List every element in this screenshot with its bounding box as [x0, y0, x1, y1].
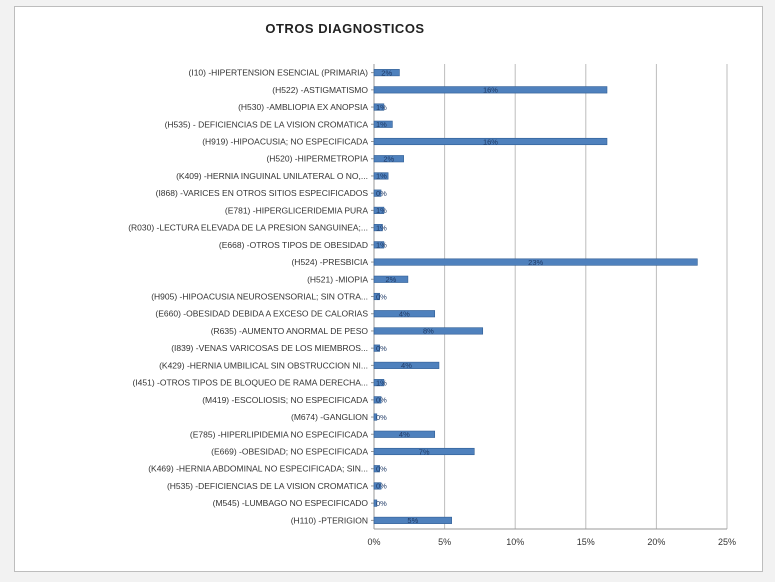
- category-label: (R635) -AUMENTO ANORMAL DE PESO: [211, 326, 369, 336]
- category-label: (H522) -ASTIGMATISMO: [272, 85, 368, 95]
- data-label: 2%: [383, 155, 394, 164]
- axis-tick-labels: 0% 5% 10% 15% 20% 25%: [367, 537, 736, 547]
- category-label: (K409) -HERNIA INGUINAL UNILATERAL O NO,…: [176, 171, 368, 181]
- data-label: 0%: [376, 413, 387, 422]
- category-labels: (I10) -HIPERTENSION ESENCIAL (PRIMARIA) (…: [128, 68, 368, 526]
- bar: [373, 516, 452, 524]
- category-label: (I868) -VARICES EN OTROS SITIOS ESPECIFI…: [156, 188, 369, 198]
- category-label: (H110) -PTERIGION: [291, 515, 368, 525]
- bar: [373, 103, 385, 111]
- bar: [373, 430, 436, 438]
- x-tick-label: 15%: [577, 537, 595, 547]
- x-tick-label: 10%: [506, 537, 524, 547]
- category-label: (M419) -ESCOLIOSIS; NO ESPECIFICADA: [202, 395, 368, 405]
- bar: [373, 155, 404, 163]
- data-label: 4%: [401, 361, 412, 370]
- bar: [373, 499, 378, 507]
- bar: [373, 275, 409, 283]
- x-tick-label: 20%: [647, 537, 665, 547]
- data-label: 1%: [376, 206, 387, 215]
- bar: [373, 69, 400, 77]
- gridlines: [371, 64, 728, 530]
- data-label: 0%: [376, 465, 387, 474]
- data-label: 8%: [423, 327, 434, 336]
- bar: [373, 292, 380, 301]
- bar: [373, 86, 608, 94]
- bar: [373, 172, 389, 180]
- data-label: 0%: [376, 344, 387, 353]
- data-label: 1%: [376, 223, 387, 232]
- bar: [373, 379, 385, 387]
- data-label: 2%: [381, 68, 392, 77]
- chart-frame: OTROS DIAGNOSTICOS: [14, 6, 763, 572]
- bars: [373, 69, 698, 524]
- category-label: (R030) -LECTURA ELEVADA DE LA PRESION SA…: [128, 223, 368, 233]
- category-label: (H919) -HIPOACUSIA; NO ESPECIFICADA: [202, 137, 368, 147]
- bar: [373, 137, 608, 146]
- bar: [373, 344, 380, 352]
- data-label: 0%: [376, 292, 387, 301]
- data-label: 0%: [376, 189, 387, 198]
- data-label: 1%: [376, 172, 387, 181]
- bar: [373, 465, 380, 473]
- data-label: 1%: [376, 120, 387, 129]
- data-label: 7%: [419, 447, 430, 456]
- x-tick-label: 25%: [718, 537, 736, 547]
- bar: [373, 224, 383, 232]
- data-label: 1%: [376, 378, 387, 387]
- bar: [373, 327, 484, 335]
- category-label: (I451) -OTROS TIPOS DE BLOQUEO DE RAMA D…: [132, 378, 368, 388]
- data-label: 0%: [376, 396, 387, 405]
- data-label: 16%: [483, 86, 498, 95]
- category-label: (E668) -OTROS TIPOS DE OBESIDAD: [219, 240, 368, 250]
- category-label: (K469) -HERNIA ABDOMINAL NO ESPECIFICADA…: [148, 464, 368, 474]
- category-label: (H524) -PRESBICIA: [291, 257, 368, 267]
- category-label: (K429) -HERNIA UMBILICAL SIN OBSTRUCCION…: [159, 360, 368, 370]
- category-label: (M545) -LUMBAGO NO ESPECIFICADO: [213, 498, 369, 508]
- bar: [373, 258, 698, 266]
- bar: [373, 310, 436, 318]
- data-label: 1%: [376, 103, 387, 112]
- data-label: 23%: [528, 258, 543, 267]
- bar: [373, 482, 382, 490]
- data-label: 0%: [376, 499, 387, 508]
- data-labels: 2% 16% 1% 1% 16% 2% 1% 0% 1% 1% 1% 23% 2% 0% 4% 8% 0% 4% 1…: [376, 68, 544, 525]
- category-label: (H905) -HIPOACUSIA NEUROSENSORIAL; SIN O…: [151, 292, 368, 302]
- category-label: (H535) - DEFICIENCIAS DE LA VISION CROMA…: [165, 119, 369, 129]
- data-label: 16%: [483, 137, 498, 146]
- data-label: 2%: [386, 275, 397, 284]
- bar: [373, 206, 385, 214]
- category-label: (H535) -DEFICIENCIAS DE LA VISION CROMAT…: [167, 481, 368, 491]
- bar: [373, 396, 382, 404]
- category-label: (E669) -OBESIDAD; NO ESPECIFICADA: [211, 447, 368, 457]
- x-tick-label: 0%: [367, 537, 380, 547]
- bar: [373, 447, 475, 456]
- bar: [373, 120, 393, 128]
- chart-title: OTROS DIAGNOSTICOS: [265, 21, 425, 36]
- bar: [373, 189, 382, 197]
- category-label: (E785) -HIPERLIPIDEMIA NO ESPECIFICADA: [190, 429, 368, 439]
- category-label: (H521) -MIOPIA: [307, 274, 368, 284]
- bar: [373, 241, 385, 249]
- data-label: 1%: [376, 241, 387, 250]
- category-label: (H530) -AMBLIOPIA EX ANOPSIA: [238, 102, 368, 112]
- category-label: (E660) -OBESIDAD DEBIDA A EXCESO DE CALO…: [155, 309, 368, 319]
- data-label: 4%: [399, 310, 410, 319]
- bar: [373, 361, 440, 369]
- category-label: (H520) -HIPERMETROPIA: [266, 154, 368, 164]
- data-label: 5%: [407, 516, 418, 525]
- data-label: 0%: [376, 482, 387, 491]
- x-tick-label: 5%: [438, 537, 451, 547]
- data-label: 4%: [399, 430, 410, 439]
- category-label: (E781) -HIPERGLICERIDEMIA PURA: [225, 205, 368, 215]
- category-label: (I839) -VENAS VARICOSAS DE LOS MIEMBROS.…: [171, 343, 368, 353]
- category-label: (I10) -HIPERTENSION ESENCIAL (PRIMARIA): [189, 68, 369, 78]
- category-label: (M674) -GANGLION: [291, 412, 368, 422]
- bar: [373, 413, 378, 421]
